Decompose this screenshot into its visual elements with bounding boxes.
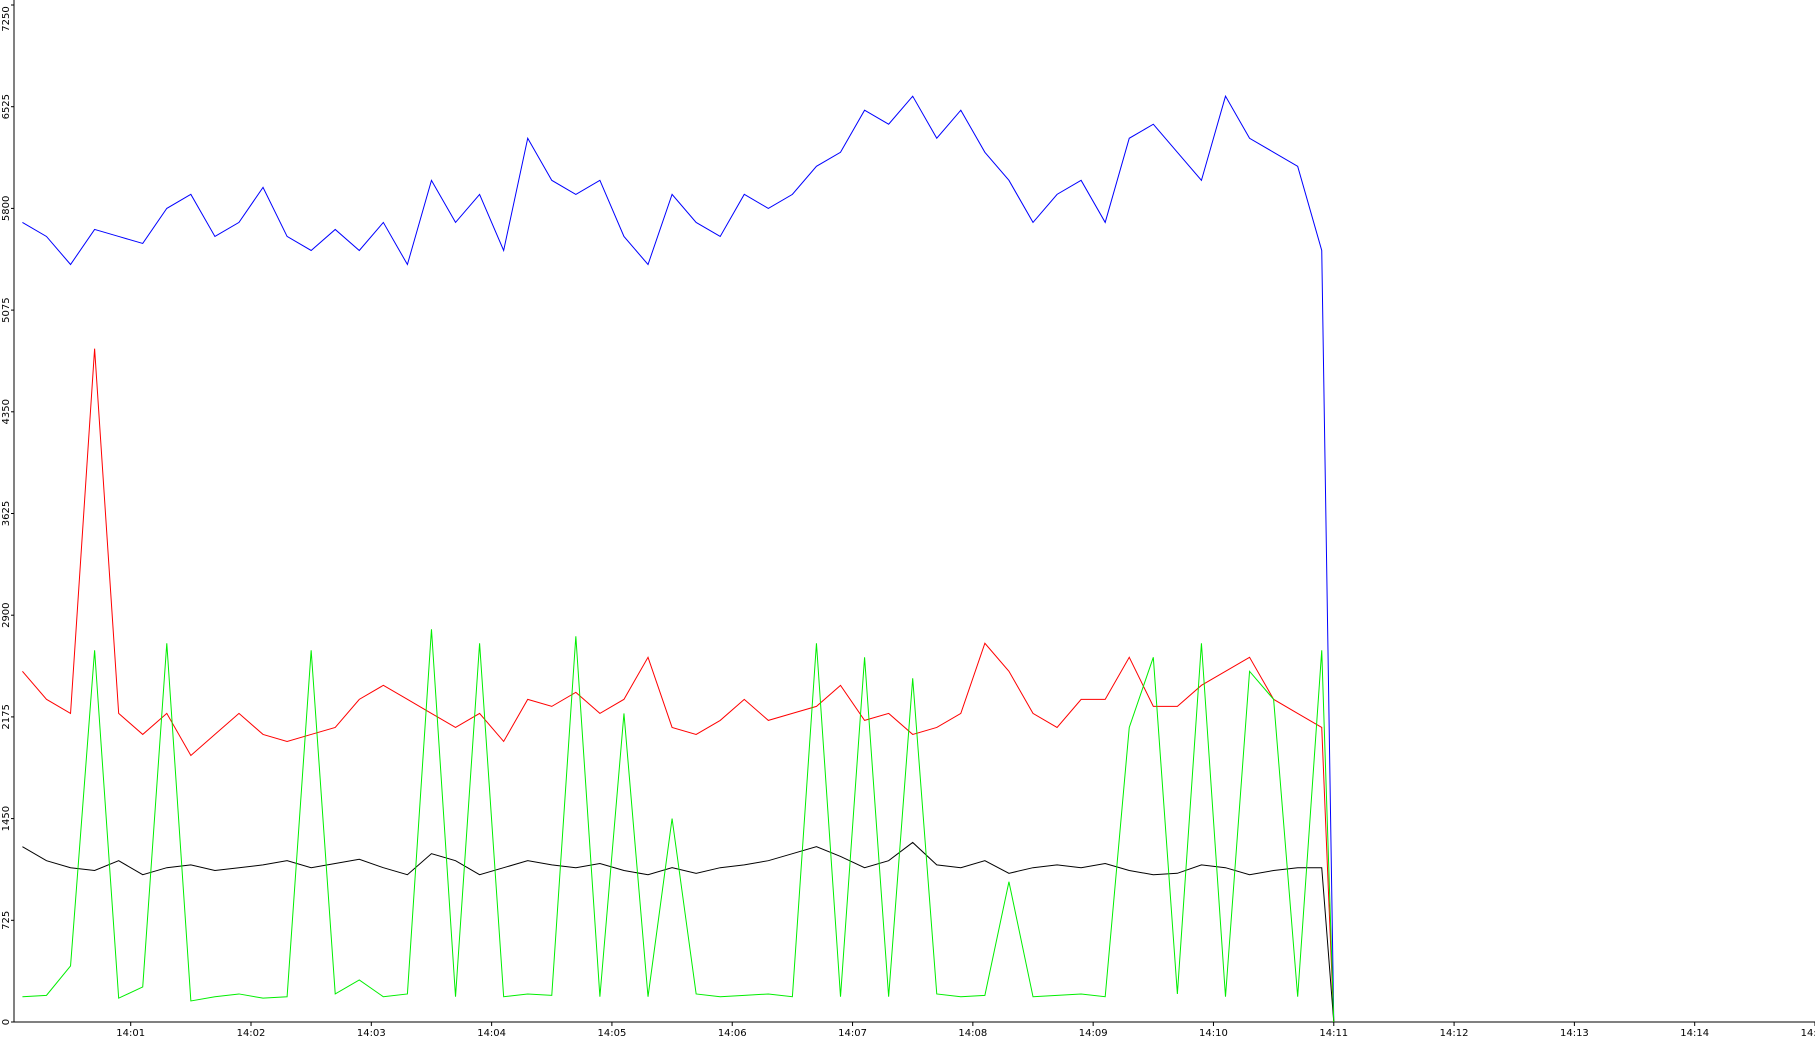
y-tick-label: 5800: [1, 196, 12, 221]
y-tick-label: 0: [1, 1019, 12, 1025]
x-tick-label: 14:06: [718, 1028, 747, 1039]
y-tick-label: 5075: [1, 297, 12, 322]
x-tick-label: 14:01: [116, 1028, 145, 1039]
y-tick-label: 3625: [1, 501, 12, 526]
y-tick-label: 7250: [1, 6, 12, 31]
y-tick-label: 2175: [1, 704, 12, 729]
y-tick-label: 2900: [1, 602, 12, 627]
x-tick-label: 14:02: [237, 1028, 266, 1039]
x-tick-label: 14:03: [357, 1028, 386, 1039]
x-tick-label: 14:08: [958, 1028, 987, 1039]
series-line: [22, 348, 1335, 1023]
series-line: [22, 841, 1335, 1023]
x-tick-label: 14:11: [1319, 1028, 1348, 1039]
x-tick-label: 14:15: [1801, 1028, 1815, 1039]
y-tick-label: 6525: [1, 94, 12, 119]
x-tick-label: 14:10: [1199, 1028, 1228, 1039]
y-tick-label: 725: [1, 911, 12, 930]
series-line: [22, 629, 1335, 1023]
y-tick-label: 1450: [1, 806, 12, 831]
series-line: [22, 94, 1335, 1023]
y-tick-label: 4350: [1, 399, 12, 424]
x-tick-label: 14:12: [1440, 1028, 1469, 1039]
x-tick-label: 14:14: [1680, 1028, 1709, 1039]
x-tick-label: 14:07: [838, 1028, 867, 1039]
x-tick-label: 14:05: [598, 1028, 627, 1039]
x-tick-label: 14:09: [1079, 1028, 1108, 1039]
x-tick-label: 14:13: [1560, 1028, 1589, 1039]
x-tick-label: 14:04: [477, 1028, 506, 1039]
